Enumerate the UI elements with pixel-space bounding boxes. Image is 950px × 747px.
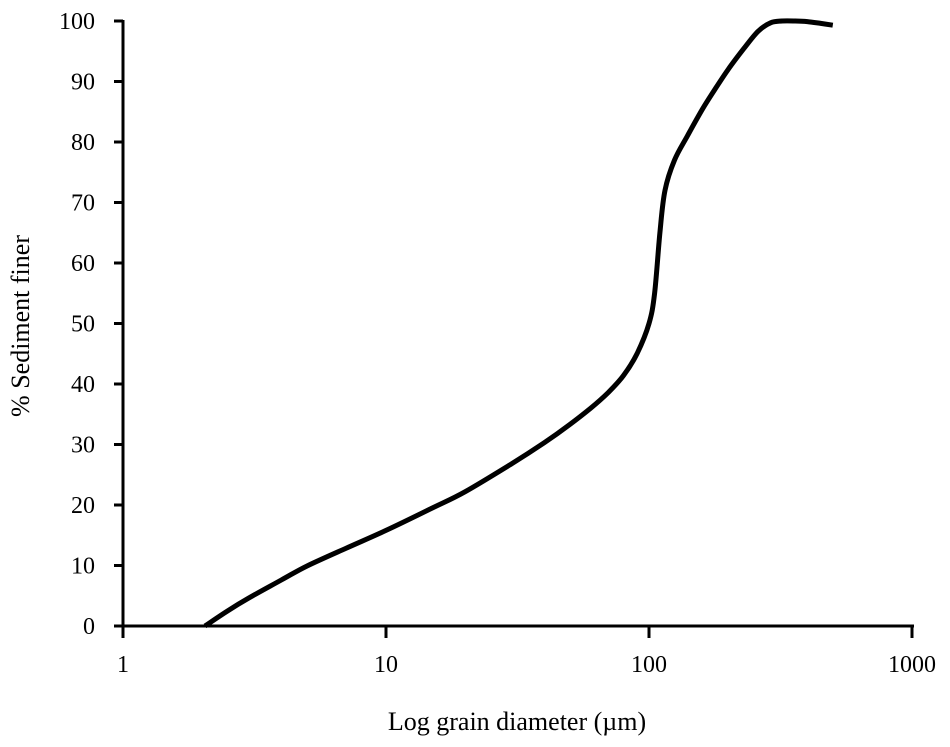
y-tick-label: 90 (71, 70, 95, 96)
y-tick-label: 40 (71, 372, 95, 398)
y-axis-title: % Sediment finer (6, 235, 35, 417)
x-tick-label: 1 (117, 652, 129, 678)
y-tick-label: 10 (71, 554, 95, 580)
y-axis-ticks: 0 10 20 30 40 50 60 70 80 90 100 (59, 9, 123, 640)
y-tick-label: 60 (71, 251, 95, 277)
x-tick-label: 10 (374, 652, 398, 678)
y-tick-label: 20 (71, 493, 95, 519)
distribution-curve (203, 18, 834, 629)
y-tick-label: 100 (59, 9, 95, 35)
y-tick-label: 70 (71, 191, 95, 217)
y-tick-label: 30 (71, 433, 95, 459)
x-tick-label: 100 (631, 652, 667, 678)
y-tick-label: 80 (71, 130, 95, 156)
x-axis-ticks: 1 10 100 1000 (117, 626, 936, 678)
y-tick-label: 50 (71, 312, 95, 338)
y-tick-label: 0 (83, 614, 95, 640)
x-axis-title: Log grain diameter (µm) (388, 707, 646, 736)
x-tick-label: 1000 (888, 652, 936, 678)
